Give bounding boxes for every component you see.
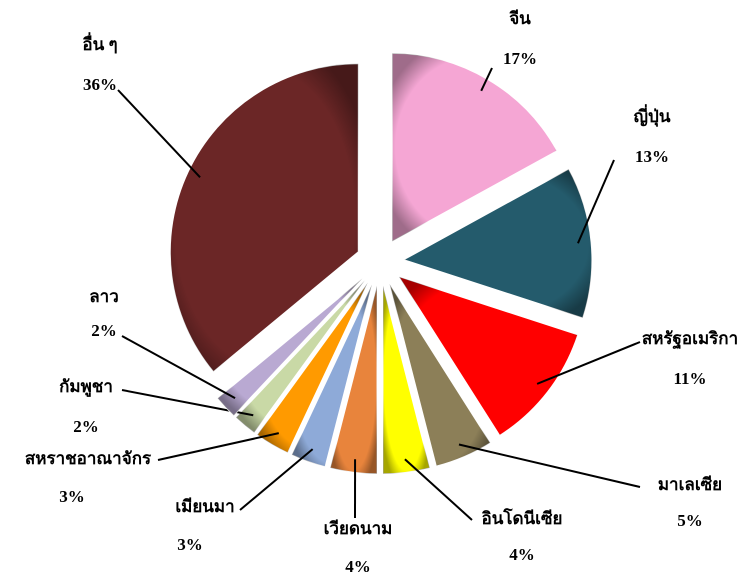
leader-line <box>458 443 641 488</box>
slice-percent: 2% <box>91 321 117 340</box>
slice-name: ญี่ปุ่น <box>634 104 671 127</box>
slice-percent: 4% <box>509 545 535 564</box>
slice-percent: 3% <box>177 535 203 554</box>
leader-line <box>577 159 615 244</box>
slice-name: สหราชอาณาจักร <box>25 449 152 468</box>
leader-line <box>536 341 641 385</box>
leader-line <box>239 448 314 511</box>
leader-line <box>480 67 493 92</box>
slice-name: ลาว <box>89 287 119 306</box>
slice-name: สหรัฐอเมริกา <box>642 329 738 350</box>
leader-line <box>157 432 279 461</box>
slice-percent: 13% <box>635 147 669 166</box>
slice-name: จีน <box>509 8 531 28</box>
slice-percent: 4% <box>345 557 371 576</box>
slice-percent: 5% <box>677 511 703 530</box>
slice-name: อินโดนีเซีย <box>482 508 563 528</box>
slice-name: เมียนมา <box>175 496 234 516</box>
slice-name: มาเลเซีย <box>658 474 722 494</box>
slice-percent: 11% <box>673 369 706 388</box>
slice-percent: 17% <box>503 49 537 68</box>
leader-line <box>404 458 473 521</box>
leader-line <box>117 89 201 179</box>
slice-name: เวียดนาม <box>324 518 393 538</box>
slice-name: อื่น ๆ <box>82 32 117 54</box>
slice-name: กัมพูชา <box>59 377 113 398</box>
slice-percent: 2% <box>73 417 99 436</box>
slice-percent: 3% <box>59 487 85 506</box>
slice-percent: 36% <box>83 75 117 94</box>
